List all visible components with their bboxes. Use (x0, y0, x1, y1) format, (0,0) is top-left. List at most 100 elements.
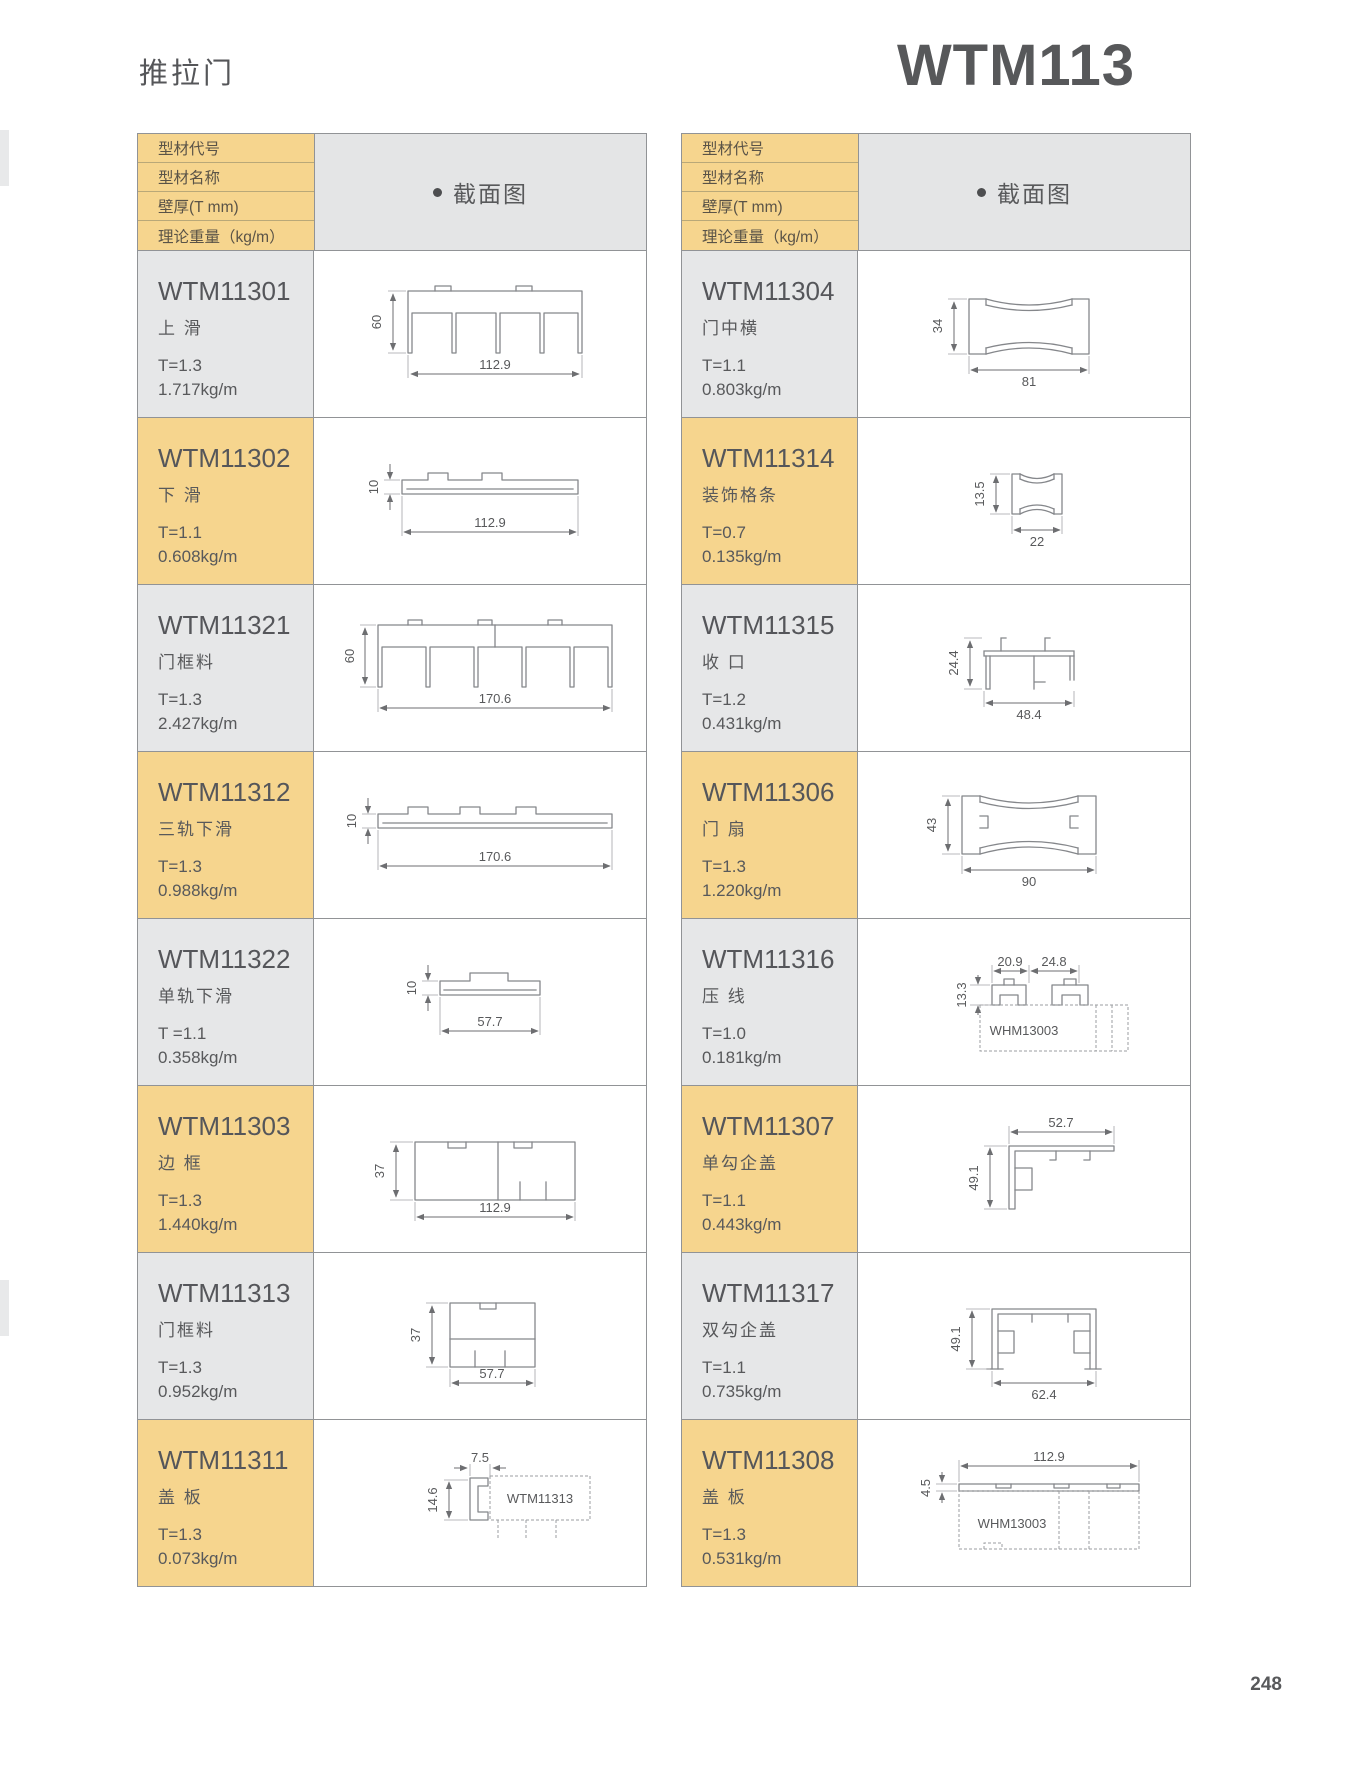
profile-name: 门 扇 (702, 820, 747, 839)
section-view-header: 截面图 (315, 134, 646, 250)
header-cell-thickness: 壁厚(T mm) (682, 192, 858, 221)
profile-name: 盖 板 (158, 1488, 203, 1507)
cross-section-wtm11304: 34 81 (930, 298, 1090, 389)
profile-name: 门框料 (158, 653, 215, 672)
profile-code: WTM11308 (702, 1445, 835, 1475)
table-row: WTM11313 门框料 T=1.3 0.952kg/m 37 57.7 (138, 1252, 646, 1419)
dim-top-label: 52.7 (1048, 1115, 1073, 1130)
cross-section-cell: WHM13003 112.9 4.5 (858, 1420, 1190, 1586)
dim-height-label: 24.4 (946, 650, 961, 675)
table-row: WTM11308 盖 板 T=1.3 0.531kg/m WHM13003 11… (682, 1419, 1190, 1586)
dim-height-label: 10 (344, 814, 359, 828)
ref-profile-label: WTM11313 (507, 1491, 573, 1506)
cross-section-wtm11302: 10 112.9 (366, 464, 579, 536)
table-header: 型材代号 型材名称 壁厚(T mm) 理论重量（kg/m） 截面图 (682, 134, 1190, 250)
profile-name: 三轨下滑 (158, 820, 234, 839)
dim-top-label-1: 20.9 (997, 954, 1022, 969)
header-cell-weight: 理论重量（kg/m） (138, 221, 314, 250)
profile-weight: 0.181kg/m (702, 1048, 782, 1067)
cross-section-cell: 52.7 49.1 (858, 1086, 1190, 1252)
dim-left-label: 4.5 (918, 1479, 933, 1497)
profile-thickness: T=0.7 (702, 523, 746, 542)
cross-section-wtm11306: 43 90 (924, 795, 1097, 889)
section-view-label: 截面图 (453, 181, 528, 207)
table-row: WTM11302 下 滑 T=1.1 0.608kg/m 10 112.9 (138, 417, 646, 584)
cross-section-wtm11301: 60 112.9 (369, 285, 583, 378)
cross-section-cell: 60 170.6 (314, 585, 646, 751)
profile-info: WTM11313 门框料 T=1.3 0.952kg/m (138, 1253, 314, 1419)
dim-width-label: 112.9 (474, 515, 506, 530)
header-cell-code: 型材代号 (682, 134, 858, 163)
dim-width-label: 112.9 (479, 357, 511, 372)
series-code-title: WTM113 (896, 33, 1135, 98)
dim-left-label: 14.6 (425, 1487, 440, 1512)
profile-name: 门中横 (702, 319, 759, 338)
cross-section-wtm11316: WHM13003 20.9 24.8 13.3 (954, 954, 1129, 1052)
cross-section-wtm11321: 60 170.6 (342, 619, 613, 712)
edge-tab-bottom (0, 1280, 9, 1336)
profile-code: WTM11322 (158, 944, 291, 974)
header-cell-name: 型材名称 (682, 163, 858, 192)
dim-width-label: 170.6 (479, 691, 512, 706)
profile-name: 双勾企盖 (702, 1321, 778, 1340)
profile-info: WTM11304 门中横 T=1.1 0.803kg/m (682, 251, 858, 417)
dim-width-label: 170.6 (479, 849, 512, 864)
section-view-label: 截面图 (997, 181, 1072, 207)
table-row: WTM11321 门框料 T=1.3 2.427kg/m 60 170.6 (138, 584, 646, 751)
profile-name: 盖 板 (702, 1488, 747, 1507)
cross-section-wtm11317: 49.1 62.4 (948, 1308, 1102, 1402)
profile-thickness: T=1.3 (158, 1525, 202, 1544)
dim-left-label: 49.1 (966, 1165, 981, 1190)
dim-width-label: 90 (1022, 874, 1036, 889)
profile-weight: 0.803kg/m (702, 380, 782, 399)
dim-top-label: 7.5 (471, 1450, 489, 1465)
profile-thickness: T =1.1 (158, 1024, 207, 1043)
profile-info: WTM11303 边 框 T=1.3 1.440kg/m (138, 1086, 314, 1252)
profile-info: WTM11301 上 滑 T=1.3 1.717kg/m (138, 251, 314, 417)
profile-table-right: 型材代号 型材名称 壁厚(T mm) 理论重量（kg/m） 截面图 WTM113… (681, 133, 1191, 1587)
profile-name: 下 滑 (158, 486, 203, 505)
table-row: WTM11314 装饰格条 T=0.7 0.135kg/m 13.5 22 (682, 417, 1190, 584)
profile-weight: 0.988kg/m (158, 881, 238, 900)
profile-thickness: T=1.0 (702, 1024, 746, 1043)
table-row: WTM11316 压 线 T=1.0 0.181kg/m WHM13003 20… (682, 918, 1190, 1085)
dim-top-label-2: 24.8 (1041, 954, 1066, 969)
profile-table-left: 型材代号 型材名称 壁厚(T mm) 理论重量（kg/m） 截面图 WTM113… (137, 133, 647, 1587)
cross-section-wtm11311: WTM11313 7.5 14.6 (425, 1450, 591, 1538)
profile-weight: 0.073kg/m (158, 1549, 238, 1568)
cross-section-wtm11322: 10 57.7 (404, 965, 541, 1035)
profile-weight: 0.135kg/m (702, 547, 782, 566)
table-header-labels: 型材代号 型材名称 壁厚(T mm) 理论重量（kg/m） (682, 134, 859, 250)
dim-width-label: 57.7 (477, 1014, 502, 1029)
profile-info: WTM11316 压 线 T=1.0 0.181kg/m (682, 919, 858, 1085)
cross-section-cell: 34 81 (858, 251, 1190, 417)
cross-section-wtm11303: 37 112.9 (372, 1141, 576, 1221)
cross-section-wtm11312: 10 170.6 (344, 798, 613, 870)
profile-name: 单勾企盖 (702, 1154, 778, 1173)
profile-thickness: T=1.1 (702, 356, 746, 375)
cross-section-cell: WTM11313 7.5 14.6 (314, 1420, 646, 1586)
cross-section-wtm11314: 13.5 22 (972, 473, 1063, 549)
dim-width-label: 57.7 (479, 1366, 504, 1381)
profile-code: WTM11307 (702, 1111, 835, 1141)
profile-weight: 0.531kg/m (702, 1549, 782, 1568)
profile-weight: 0.735kg/m (702, 1382, 782, 1401)
cross-section-wtm11307: 52.7 49.1 (966, 1115, 1115, 1210)
profile-weight: 0.608kg/m (158, 547, 238, 566)
profile-code: WTM11311 (158, 1445, 289, 1475)
table-row: WTM11317 双勾企盖 T=1.1 0.735kg/m 49.1 62.4 (682, 1252, 1190, 1419)
profile-code: WTM11317 (702, 1278, 835, 1308)
profile-thickness: T=1.3 (158, 857, 202, 876)
table-row: WTM11315 收 口 T=1.2 0.431kg/m 24.4 48.4 (682, 584, 1190, 751)
profile-info: WTM11302 下 滑 T=1.1 0.608kg/m (138, 418, 314, 584)
bullet-icon (433, 187, 442, 197)
dim-height-label: 13.5 (972, 481, 987, 506)
header-cell-name: 型材名称 (138, 163, 314, 192)
profile-weight: 0.952kg/m (158, 1382, 238, 1401)
dim-width-label: 81 (1022, 374, 1036, 389)
cross-section-cell: 10 112.9 (314, 418, 646, 584)
cross-section-cell: 37 57.7 (314, 1253, 646, 1419)
cross-section-cell: 37 112.9 (314, 1086, 646, 1252)
profile-weight: 0.358kg/m (158, 1048, 238, 1067)
dim-width-label: 22 (1030, 534, 1044, 549)
